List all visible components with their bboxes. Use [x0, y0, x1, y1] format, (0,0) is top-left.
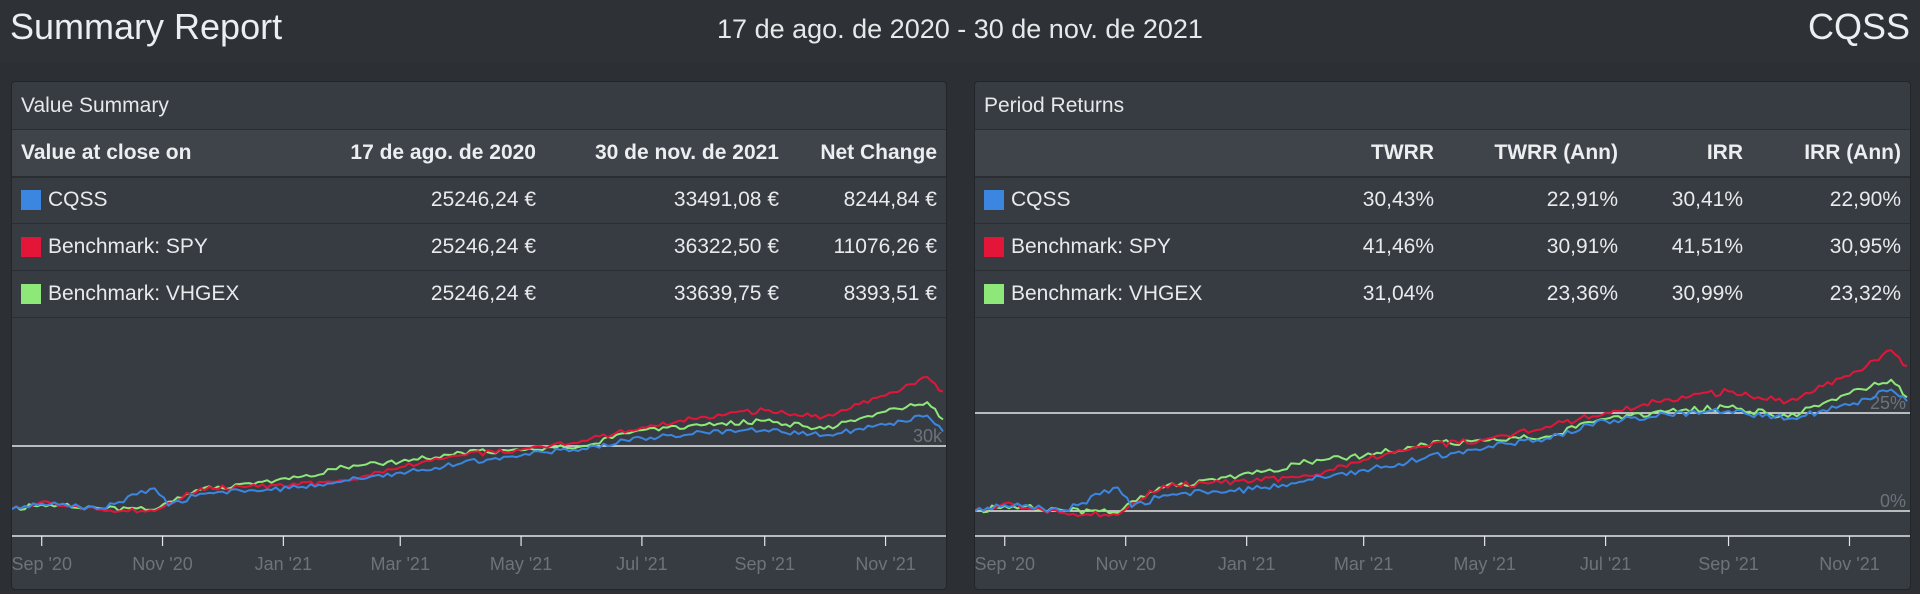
series-line: [12, 376, 944, 514]
irr-value: 30,99%: [1671, 282, 1743, 305]
x-tick-label: Sep '20: [975, 554, 1035, 574]
table-header: TWRR TWRR (Ann) IRR IRR (Ann): [975, 129, 1910, 178]
green-square-icon: [21, 284, 41, 304]
panel-title: Value Summary: [21, 94, 169, 117]
table-header: Value at close on 17 de ago. de 2020 30 …: [12, 129, 946, 178]
irr-ann-value: 23,32%: [1829, 282, 1901, 305]
column-header-irr: IRR: [1706, 141, 1743, 164]
table-row: Benchmark: VHGEX 31,04% 23,36% 30,99% 23…: [975, 271, 1910, 318]
red-square-icon: [984, 237, 1004, 257]
table-row: CQSS 25246,24 € 33491,08 € 8244,84 €: [12, 177, 946, 224]
x-tick-label: Nov '21: [855, 554, 915, 574]
start-value: 25246,24 €: [430, 188, 536, 211]
account-name: CQSS: [1807, 6, 1910, 47]
row-name: Benchmark: VHGEX: [1011, 282, 1203, 305]
x-tick-label: Jul '21: [1580, 554, 1631, 574]
y-tick-label: 30k: [913, 426, 943, 446]
column-header-net-change: Net Change: [820, 141, 937, 164]
x-tick-label: Jul '21: [616, 554, 667, 574]
x-tick-label: Sep '20: [12, 554, 72, 574]
period-returns-panel: Period Returns TWRR TWRR (Ann) IRR IRR (…: [974, 81, 1911, 590]
end-value: 33491,08 €: [673, 188, 779, 211]
irr-ann-value: 30,95%: [1829, 235, 1901, 258]
net-change-value: 8244,84 €: [843, 188, 937, 211]
date-range: 17 de ago. de 2020 - 30 de nov. de 2021: [717, 14, 1203, 44]
blue-square-icon: [984, 190, 1004, 210]
x-tick-label: Nov '21: [1819, 554, 1879, 574]
end-value: 33639,75 €: [673, 282, 779, 305]
x-tick-label: Nov '20: [1095, 554, 1155, 574]
row-name: Benchmark: SPY: [48, 235, 208, 258]
table-row: CQSS 30,43% 22,91% 30,41% 22,90%: [975, 177, 1910, 224]
row-name: CQSS: [48, 188, 108, 211]
y-tick-label: 0%: [1880, 491, 1906, 511]
start-value: 25246,24 €: [430, 282, 536, 305]
column-header-twrr-ann: TWRR (Ann): [1494, 141, 1618, 164]
x-tick-label: May '21: [490, 554, 552, 574]
blue-square-icon: [21, 190, 41, 210]
row-name: Benchmark: SPY: [1011, 235, 1171, 258]
column-header-irr-ann: IRR (Ann): [1804, 141, 1901, 164]
twrr-value: 30,43%: [1362, 188, 1434, 211]
table-row: Benchmark: SPY 41,46% 30,91% 41,51% 30,9…: [975, 224, 1910, 271]
report-header: Summary Report 17 de ago. de 2020 - 30 d…: [0, 0, 1920, 62]
twrr-ann-value: 30,91%: [1546, 235, 1618, 258]
end-value: 36322,50 €: [673, 235, 779, 258]
series-line: [975, 378, 1908, 515]
x-tick-label: Mar '21: [1334, 554, 1393, 574]
x-tick-label: Sep '21: [1698, 554, 1759, 574]
value-summary-panel: Value Summary Value at close on 17 de ag…: [11, 81, 947, 590]
x-tick-label: Jan '21: [255, 554, 312, 574]
net-change-value: 11076,26 €: [833, 235, 937, 258]
column-header-end-date: 30 de nov. de 2021: [594, 141, 779, 164]
x-tick-label: Jan '21: [1218, 554, 1275, 574]
twrr-ann-value: 22,91%: [1546, 188, 1618, 211]
x-tick-label: Mar '21: [371, 554, 430, 574]
table-row: Benchmark: SPY 25246,24 € 36322,50 € 110…: [12, 224, 946, 271]
column-header-start-date: 17 de ago. de 2020: [350, 141, 536, 164]
start-value: 25246,24 €: [430, 235, 536, 258]
returns-line-chart: 25% 0% Sep '20 Nov '20 Jan '21 Mar '21 May '21…: [975, 349, 1910, 574]
x-tick-label: Nov '20: [132, 554, 192, 574]
table-row: Benchmark: VHGEX 25246,24 € 33639,75 € 8…: [12, 271, 946, 318]
series-line: [12, 401, 944, 513]
irr-value: 30,41%: [1671, 188, 1743, 211]
report-title: Summary Report: [10, 6, 283, 47]
value-line-chart: 30k Sep '20 Nov '20 Jan '21 Mar '21 May '21 Ju…: [12, 376, 946, 574]
column-header-twrr: TWRR: [1371, 141, 1434, 164]
column-header-value-at-close: Value at close on: [21, 141, 192, 164]
red-square-icon: [21, 237, 41, 257]
series-line: [975, 349, 1908, 518]
irr-ann-value: 22,90%: [1829, 188, 1901, 211]
series-line: [12, 414, 944, 511]
row-name: Benchmark: VHGEX: [48, 282, 240, 305]
x-tick-label: Sep '21: [734, 554, 795, 574]
y-tick-label: 25%: [1870, 393, 1906, 413]
net-change-value: 8393,51 €: [843, 282, 937, 305]
green-square-icon: [984, 284, 1004, 304]
twrr-ann-value: 23,36%: [1546, 282, 1618, 305]
x-tick-label: May '21: [1453, 554, 1515, 574]
row-name: CQSS: [1011, 188, 1071, 211]
series-line: [975, 388, 1908, 513]
twrr-value: 41,46%: [1362, 235, 1434, 258]
irr-value: 41,51%: [1671, 235, 1743, 258]
panel-title: Period Returns: [984, 94, 1125, 117]
twrr-value: 31,04%: [1362, 282, 1434, 305]
